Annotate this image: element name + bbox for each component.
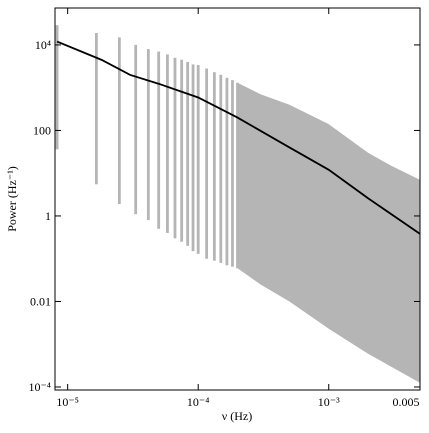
scatter-column [173,57,177,239]
scatter-column [186,61,190,246]
scatter-column [212,72,216,261]
scatter-column [196,64,200,254]
x-tick-label: 10⁻³ [318,395,340,409]
x-tick-label: 0.005 [393,395,420,409]
scatter-column [225,77,229,266]
y-axis-label: Power (Hz⁻¹) [5,166,19,232]
scatter-column [236,82,239,269]
x-axis-label: ν (Hz) [222,409,252,423]
scatter-column [166,54,169,233]
scatter-column [231,80,234,267]
scatter-column [117,37,121,205]
x-tick-label: 10⁻⁵ [56,395,79,409]
y-tick-label: 1 [45,209,51,223]
plot-frame [54,7,421,391]
scatter-column [94,32,98,185]
model-line [56,40,421,235]
x-tick-label: 10⁻⁴ [187,395,210,409]
scatter-band [237,82,420,383]
y-tick-label: 0.01 [30,294,51,308]
y-tick-label: 10⁴ [35,38,51,52]
scatter-column [55,25,59,150]
scatter-column [134,44,138,215]
scatter-column [146,49,150,221]
y-tick-label: 100 [33,123,51,137]
scatter-column [191,64,195,252]
scatter-column [180,59,184,242]
scatter-column [157,51,161,229]
scatter-column [205,68,209,259]
scatter-column [219,74,223,263]
y-tick-label: 10⁻⁴ [28,380,51,394]
